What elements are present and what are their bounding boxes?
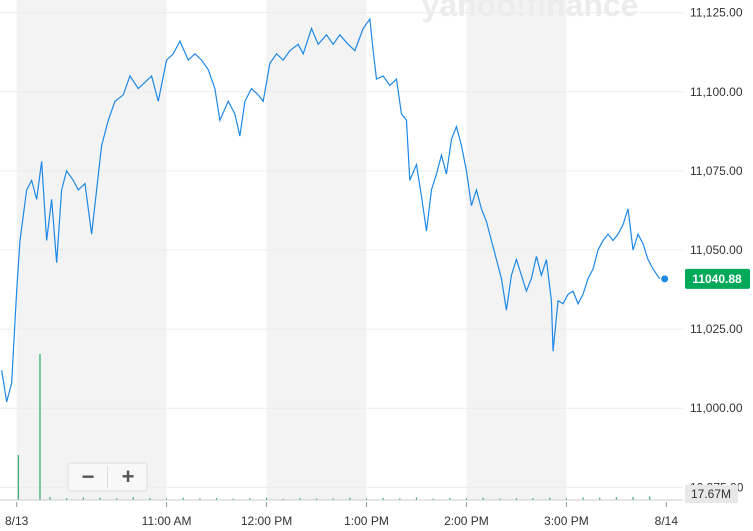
volume-bar bbox=[66, 498, 68, 500]
y-tick-label: 11,050.00 bbox=[690, 243, 743, 257]
zoom-button[interactable]: − bbox=[82, 464, 95, 489]
volume-bar bbox=[299, 498, 301, 500]
volume-bar bbox=[99, 497, 101, 500]
y-tick-label: 11,125.00 bbox=[690, 6, 743, 20]
x-tick-label: 3:00 PM bbox=[544, 514, 589, 528]
volume-bar bbox=[282, 498, 284, 500]
volume-bar bbox=[432, 498, 434, 500]
x-tick-label: 8/13 bbox=[5, 514, 29, 528]
price-line bbox=[1, 17, 661, 403]
x-tick-label: 12:00 PM bbox=[241, 514, 292, 528]
volume-bar bbox=[649, 496, 651, 500]
volume-bar bbox=[465, 498, 468, 500]
volume-badge-label: 17.67M bbox=[691, 487, 731, 501]
volume-bar bbox=[399, 498, 401, 500]
x-tick-label: 11:00 AM bbox=[142, 514, 192, 528]
volume-bar bbox=[132, 497, 134, 500]
volume-bar bbox=[182, 497, 184, 500]
price-badge-label: 11040.88 bbox=[692, 272, 742, 286]
volume-badge bbox=[685, 485, 738, 503]
volume-bar bbox=[499, 498, 501, 500]
volume-bar bbox=[449, 498, 451, 500]
volume-bar bbox=[232, 498, 234, 500]
last-point bbox=[661, 275, 669, 283]
volume-bar bbox=[365, 498, 368, 500]
volume-bar bbox=[82, 497, 84, 500]
volume-bar bbox=[332, 498, 334, 500]
volume-bar bbox=[582, 497, 584, 500]
zoom-button[interactable]: + bbox=[122, 464, 135, 489]
y-tick-label: 11,000.00 bbox=[690, 401, 743, 415]
y-tick-label: 11,025.00 bbox=[690, 322, 743, 336]
y-tick-label: 11,075.00 bbox=[690, 164, 743, 178]
volume-bar bbox=[599, 497, 601, 500]
volume-bar bbox=[515, 498, 518, 500]
x-tick-label: 8/14 bbox=[655, 514, 679, 528]
volume-bar bbox=[199, 498, 201, 500]
volume-bar bbox=[165, 498, 168, 500]
y-tick-label: 11,100.00 bbox=[690, 85, 743, 99]
x-tick-label: 2:00 PM bbox=[444, 514, 489, 528]
volume-bar bbox=[532, 498, 534, 500]
volume-bar bbox=[382, 498, 384, 500]
volume-bar bbox=[149, 498, 151, 500]
volume-bar bbox=[17, 454, 19, 500]
volume-bar bbox=[49, 497, 51, 500]
volume-bar bbox=[249, 498, 251, 500]
volume-bar bbox=[565, 498, 567, 500]
volume-bar bbox=[39, 354, 41, 500]
volume-bar bbox=[549, 497, 551, 500]
x-tick-label: 1:00 PM bbox=[344, 514, 389, 528]
volume-bar bbox=[415, 497, 418, 500]
volume-bar bbox=[615, 497, 617, 500]
volume-bar bbox=[116, 498, 118, 500]
volume-bar bbox=[315, 498, 318, 500]
volume-bar bbox=[482, 497, 484, 500]
watermark: yahoo!finance bbox=[422, 0, 639, 23]
volume-bar bbox=[215, 498, 218, 500]
volume-bar bbox=[632, 497, 634, 500]
volume-bar bbox=[349, 497, 351, 500]
volume-bar bbox=[265, 497, 268, 500]
price-badge bbox=[685, 268, 750, 289]
